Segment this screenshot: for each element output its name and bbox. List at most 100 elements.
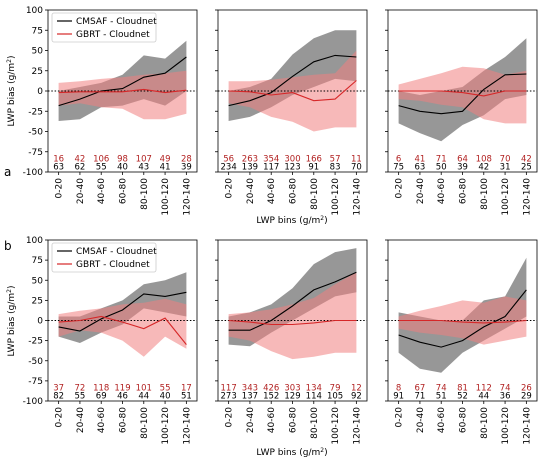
gbrt-band [228,50,357,132]
gbrt-line [58,88,187,94]
legend: CMSAF - Cloudnet GBRT - Cloudnet [51,12,157,43]
x-tick-label: 0-20 [225,178,235,199]
count-gbrt: 17 [181,384,192,394]
count-gbrt: 303 [284,384,300,394]
ylabel-a: LWP bias (g/m2) [6,55,18,126]
count-gbrt: 42 [521,154,532,164]
count-gbrt: 37 [53,384,64,394]
x-tick-label: 60-80 [289,407,299,433]
count-cmsaf: 39 [181,163,192,173]
gbrt-band [398,296,527,345]
y-tick-label: 0 [37,317,43,327]
x-tick-label: 20-40 [76,178,86,204]
xlabel-a: LWP bins (g/m2) [256,215,327,227]
count-cmsaf: 117 [263,163,279,173]
count-gbrt: 70 [500,154,511,164]
x-tick-label: 20-40 [246,178,256,204]
y-tick-label: 0 [37,87,43,97]
count-cmsaf: 55 [96,163,107,173]
x-tick-label: 0-20 [395,178,405,199]
x-tick-label: 80-100 [310,178,320,210]
legend-gbrt-label: GBRT - Cloudnet [76,260,150,270]
count-gbrt: 42 [75,154,86,164]
count-gbrt: 81 [457,384,468,394]
cmsaf-line [58,56,187,107]
count-gbrt: 49 [160,154,171,164]
count-cmsaf: 273 [221,392,237,402]
count-cmsaf: 44 [478,392,489,402]
x-tick-label: 40-60 [437,178,447,204]
count-cmsaf: 114 [306,392,322,402]
gbrt-band [58,70,187,120]
x-tick-label: 60-80 [119,178,129,204]
count-gbrt: 67 [415,384,426,394]
x-tick-label: 120-140 [182,407,192,445]
count-gbrt: 12 [351,384,362,394]
count-cmsaf: 71 [415,392,426,402]
y-tick-label: -50 [28,128,43,138]
x-tick-label: 0-20 [225,407,235,428]
x-tick-label: 20-40 [246,407,256,433]
x-tick-label: 60-80 [459,178,469,204]
x-tick-label: 80-100 [310,407,320,439]
x-tick-label: 0-20 [55,407,65,428]
count-cmsaf: 123 [284,163,300,173]
y-tick-label: 25 [32,67,43,77]
count-gbrt: 107 [136,154,152,164]
gbrt-band [228,272,357,360]
xlabel-a-base: LWP bins (g/m [256,216,320,226]
cmsaf-line [228,54,357,107]
count-cmsaf: 31 [500,163,511,173]
count-cmsaf: 137 [242,392,258,402]
count-cmsaf: 152 [263,392,279,402]
count-gbrt: 57 [330,154,341,164]
ylabel-a-sup: 2 [6,59,13,63]
count-cmsaf: 40 [117,163,128,173]
cmsaf-line [398,73,527,115]
panel-b-2: 0-20 20-40 40-60 60-80 80-100 100-120 120-140 1… [215,239,368,445]
gbrt-line [398,319,527,324]
panel-b-3: 0-20 20-40 40-60 60-80 80-100 100-120 120-140 8… [385,239,538,445]
gbrt-line [58,315,187,345]
count-cmsaf: 42 [478,163,489,173]
count-cmsaf: 29 [521,392,532,402]
cmsaf-band [398,257,527,373]
y-tick-label: 50 [32,276,44,286]
count-gbrt: 74 [500,384,511,394]
count-gbrt: 263 [242,154,258,164]
legend-cmsaf-label: CMSAF - Cloudnet [76,247,157,257]
count-gbrt: 117 [221,384,237,394]
x-tick-label: 80-100 [480,407,490,439]
y-tick-label: -100 [23,397,44,407]
x-tick-label: 80-100 [140,407,150,439]
panel-a-2: 0-20 20-40 40-60 60-80 80-100 100-120 120-140 5… [215,9,368,216]
count-cmsaf: 40 [160,392,171,402]
count-gbrt: 166 [306,154,322,164]
count-cmsaf: 44 [138,392,149,402]
y-tick-label: -75 [28,377,43,387]
x-tick-label: 100-120 [501,407,511,445]
gbrt-line [228,80,357,102]
x-tick-label: 20-40 [76,407,86,433]
count-cmsaf: 52 [457,392,468,402]
count-gbrt: 118 [93,384,109,394]
count-cmsaf: 92 [351,392,362,402]
legend: CMSAF - Cloudnet GBRT - Cloudnet [51,242,157,273]
cmsaf-line [58,291,187,332]
count-cmsaf: 62 [75,163,86,173]
count-cmsaf: 25 [521,163,532,173]
count-cmsaf: 70 [351,163,362,173]
x-tick-label: 20-40 [416,178,426,204]
ylabel-b-close: ) [7,285,17,289]
y-tick-label: -75 [28,148,43,158]
y-tick-label: 50 [32,47,44,57]
count-gbrt: 71 [436,154,447,164]
y-tick-label: 25 [32,296,43,306]
x-tick-label: 120-140 [352,407,362,445]
count-gbrt: 426 [263,384,279,394]
count-gbrt: 11 [351,154,362,164]
count-gbrt: 98 [117,154,128,164]
ylabel-a-base: LWP bias (g/m [7,63,17,127]
count-cmsaf: 51 [181,392,192,402]
